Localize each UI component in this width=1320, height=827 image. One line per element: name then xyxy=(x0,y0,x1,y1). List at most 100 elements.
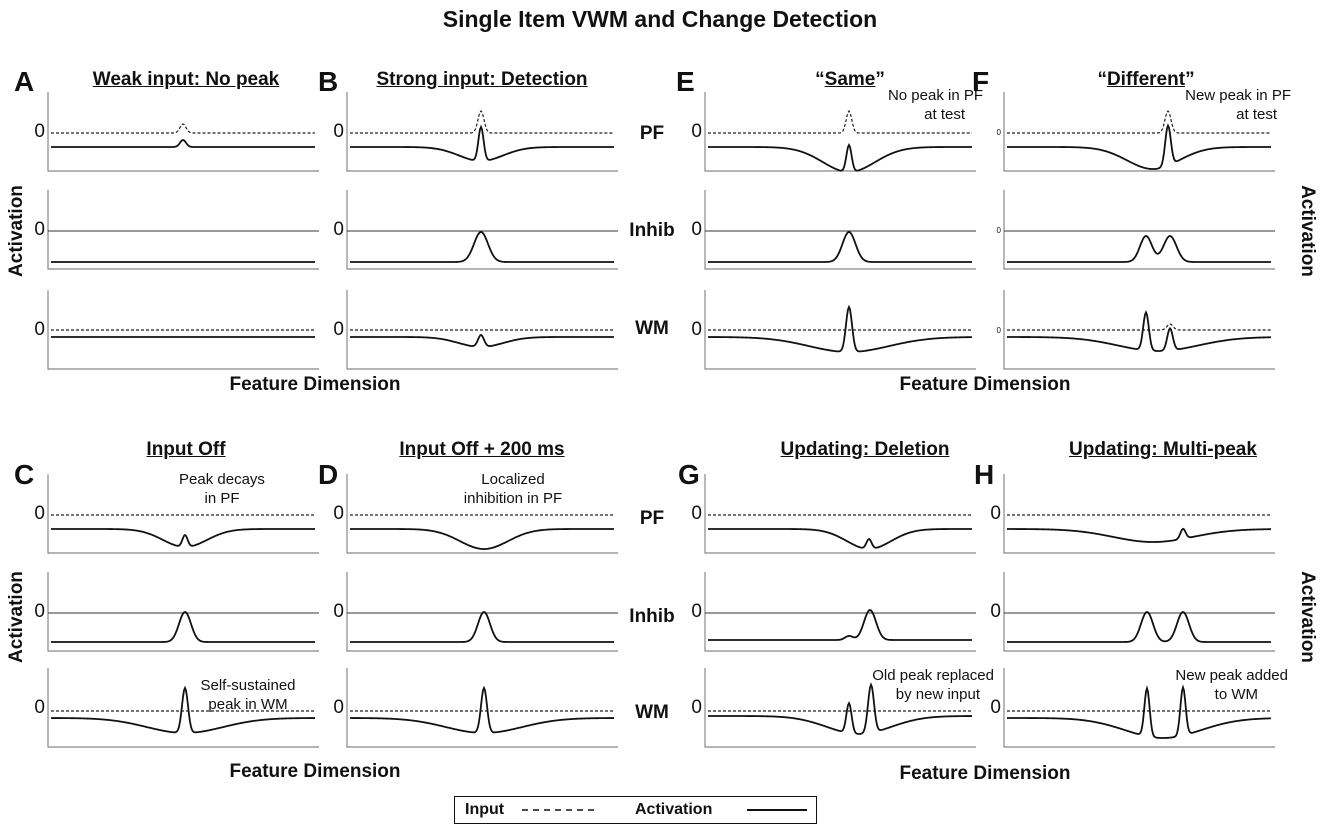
zero-tick-label: 0 xyxy=(34,601,45,622)
row-label-inhib-bottom: Inhib xyxy=(629,606,675,627)
field-plot-g-pf xyxy=(704,474,976,554)
activation-curve xyxy=(51,139,315,148)
annotation-e-pf: No peak in PF at test xyxy=(853,86,983,124)
annotation-line: Old peak replaced xyxy=(872,667,994,684)
plot-axes xyxy=(47,668,319,748)
input-curve xyxy=(1007,110,1271,134)
panel-letter-c: C xyxy=(14,459,35,490)
y-label-ef: Activation xyxy=(1297,185,1318,277)
panel-letter-b: B xyxy=(318,66,339,97)
figure-title: Single Item VWM and Change Detection xyxy=(442,6,878,32)
zero-tick-label: 0 xyxy=(333,219,344,240)
plot-axes xyxy=(1003,572,1275,652)
panel-title-a: Weak input: No peak xyxy=(92,69,280,90)
annotation-c-wm: Self-sustained peak in WM xyxy=(188,676,308,714)
row-label-pf-top: PF xyxy=(639,123,665,144)
legend: Input Activation xyxy=(454,796,817,824)
plot-axes xyxy=(704,190,976,270)
input-curve xyxy=(1007,323,1271,331)
input-curve xyxy=(350,110,614,134)
zero-tick-label: 0 xyxy=(333,697,344,718)
activation-curve xyxy=(708,528,972,549)
plot-axes xyxy=(47,290,319,370)
input-curve xyxy=(708,109,972,134)
activation-curve xyxy=(708,609,972,641)
y-label-gh: Activation xyxy=(1297,571,1318,663)
plot-axes xyxy=(346,668,618,748)
activation-curve xyxy=(1007,527,1272,543)
activation-curve xyxy=(708,304,973,353)
plot-axes xyxy=(47,474,319,554)
annotation-f-pf: New peak in PF at test xyxy=(1151,86,1291,124)
annotation-line: peak in WM xyxy=(208,696,288,713)
activation-curve xyxy=(1007,235,1271,263)
title-close-quote: ” xyxy=(1185,69,1195,90)
zero-tick-label: 0 xyxy=(996,128,1001,137)
plot-axes xyxy=(704,474,976,554)
annotation-line: in PF xyxy=(204,490,240,507)
panel-letter-f: F xyxy=(972,66,990,97)
panel-letter-g: G xyxy=(678,459,700,490)
panel-title-f: “Different” xyxy=(996,69,1296,91)
field-plot-a-wm xyxy=(47,290,319,370)
plot-axes xyxy=(704,92,976,172)
annotation-line: Peak decays xyxy=(179,471,265,488)
field-plot-d-pf xyxy=(346,474,618,554)
legend-input-label: Input xyxy=(465,801,505,818)
x-label-ab: Feature Dimension xyxy=(229,374,401,395)
activation-curve xyxy=(350,231,614,263)
field-plot-a-pf xyxy=(47,92,319,172)
row-label-wm-top: WM xyxy=(635,318,669,339)
plot-axes xyxy=(47,572,319,652)
panel-title-b: Strong input: Detection xyxy=(376,69,588,90)
field-plot-f-wm xyxy=(1003,290,1275,370)
x-label-gh: Feature Dimension xyxy=(899,763,1071,784)
activation-curve xyxy=(1007,123,1271,170)
field-plot-e-wm xyxy=(704,290,976,370)
zero-tick-label: 0 xyxy=(691,697,702,718)
plot-axes xyxy=(346,190,618,270)
x-label-ef: Feature Dimension xyxy=(899,374,1071,395)
activation-curve xyxy=(350,685,615,734)
annotation-line: No peak in PF xyxy=(887,87,983,104)
plot-axes xyxy=(704,572,976,652)
zero-tick-label: 0 xyxy=(691,219,702,240)
plot-axes xyxy=(47,190,319,270)
zero-tick-label: 0 xyxy=(333,121,344,142)
zero-tick-label: 0 xyxy=(34,121,45,142)
zero-tick-label: 0 xyxy=(996,326,1001,335)
zero-tick-label: 0 xyxy=(691,319,702,340)
panel-title-e: “Same” xyxy=(700,69,1000,91)
field-plot-h-inhib xyxy=(1003,572,1275,652)
field-plot-h-wm xyxy=(1003,668,1275,748)
zero-tick-label: 0 xyxy=(691,121,702,142)
annotation-line: New peak added xyxy=(1175,667,1288,684)
field-plot-a-inhib xyxy=(47,190,319,270)
annotation-line: Self-sustained xyxy=(200,677,296,694)
panel-letter-d: D xyxy=(318,459,339,490)
panel-title-d: Input Off + 200 ms xyxy=(399,439,565,460)
field-plot-c-pf xyxy=(47,474,319,554)
field-plot-d-wm xyxy=(346,668,618,748)
plot-axes xyxy=(346,92,618,172)
plot-axes xyxy=(1003,668,1275,748)
legend-activation-label: Activation xyxy=(635,801,713,818)
zero-tick-label: 0 xyxy=(34,503,45,524)
field-plot-e-pf xyxy=(704,92,976,172)
activation-curve xyxy=(1007,684,1272,739)
field-plot-c-wm xyxy=(47,668,319,748)
zero-tick-label: 0 xyxy=(990,601,1001,622)
annotation-line: at test xyxy=(1236,106,1277,123)
plot-axes xyxy=(1003,92,1275,172)
zero-tick-label: 0 xyxy=(691,503,702,524)
activation-curve xyxy=(350,611,614,643)
field-plot-h-pf xyxy=(1003,474,1275,554)
panel-title-c: Input Off xyxy=(146,439,226,460)
activation-curve xyxy=(350,333,614,347)
plot-axes xyxy=(704,668,976,748)
annotation-line: by new input xyxy=(895,686,980,703)
title-open-quote: “ xyxy=(1097,69,1107,90)
annotation-line: inhibition in PF xyxy=(463,490,563,507)
row-label-wm-bottom: WM xyxy=(635,702,669,723)
annotation-line: at test xyxy=(924,106,965,123)
